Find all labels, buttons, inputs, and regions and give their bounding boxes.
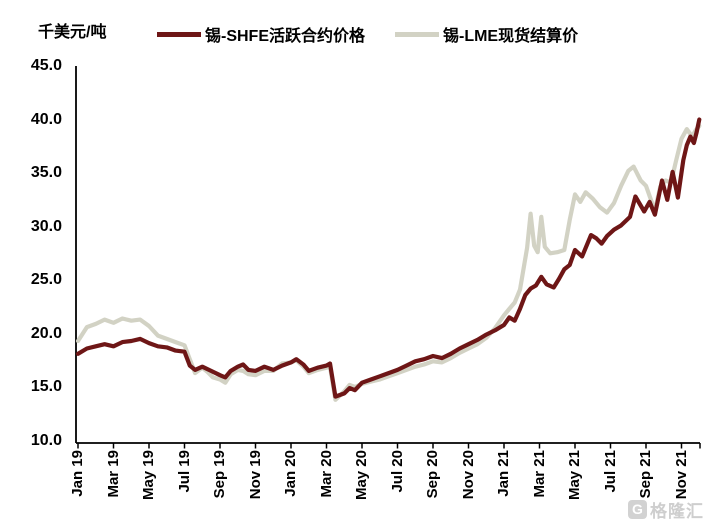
y-tick-label: 25.0 xyxy=(30,271,62,288)
y-tick-label: 30.0 xyxy=(30,217,62,235)
legend-swatch-lme-line xyxy=(395,31,439,37)
x-tick-label: Nov 21 xyxy=(672,450,690,500)
x-tick-label: Jan 19 xyxy=(69,450,86,497)
x-tick-label: Mar 20 xyxy=(317,450,335,498)
x-tick-label: May 21 xyxy=(566,450,583,501)
y-tick-label: 40.0 xyxy=(30,110,62,128)
x-tick-label: Jan 20 xyxy=(282,450,299,497)
x-tick-label: Mar 21 xyxy=(530,450,548,498)
series-line-lme xyxy=(75,123,702,402)
x-tick-label: Sep 20 xyxy=(424,450,441,499)
x-tick-label: Mar 19 xyxy=(104,450,122,498)
y-tick-label: 15.0 xyxy=(30,378,62,395)
x-tick-label: Sep 19 xyxy=(211,450,228,499)
watermark-text: 格隆汇 xyxy=(650,502,704,521)
x-tick-label: Jul 20 xyxy=(388,450,406,493)
x-tick-label: May 19 xyxy=(140,450,157,501)
y-axis-unit-label: 千美元/吨 xyxy=(38,24,107,41)
y-tick-label: 35.0 xyxy=(30,164,62,181)
x-tick-label: Nov 20 xyxy=(459,450,477,500)
x-tick-label: Jul 21 xyxy=(601,450,619,493)
y-tick-label: 10.0 xyxy=(30,431,62,449)
legend-item-shfe: 锡-SHFE活跃合约价格 xyxy=(157,22,365,46)
x-tick-label: Sep 21 xyxy=(637,450,654,499)
watermark: G 格隆汇 xyxy=(628,497,704,522)
series-line-shfe xyxy=(75,117,702,399)
legend-swatch-shfe-line xyxy=(157,31,201,37)
x-tick-label: Jan 21 xyxy=(495,450,512,497)
x-tick-label: Jul 19 xyxy=(175,450,193,493)
gelonghui-logo-icon: G xyxy=(628,500,647,519)
y-tick-label: 45.0 xyxy=(30,57,62,74)
legend-label-lme: 锡-LME现货结算价 xyxy=(443,28,579,45)
legend: 锡-SHFE活跃合约价格 锡-LME现货结算价 xyxy=(0,0,712,46)
legend-item-lme: 锡-LME现货结算价 xyxy=(395,22,578,46)
y-tick-label: 20.0 xyxy=(30,324,62,342)
legend-label-shfe: 锡-SHFE活跃合约价格 xyxy=(205,28,366,45)
x-tick-label: May 20 xyxy=(353,450,370,501)
x-tick-label: Nov 19 xyxy=(246,450,264,500)
